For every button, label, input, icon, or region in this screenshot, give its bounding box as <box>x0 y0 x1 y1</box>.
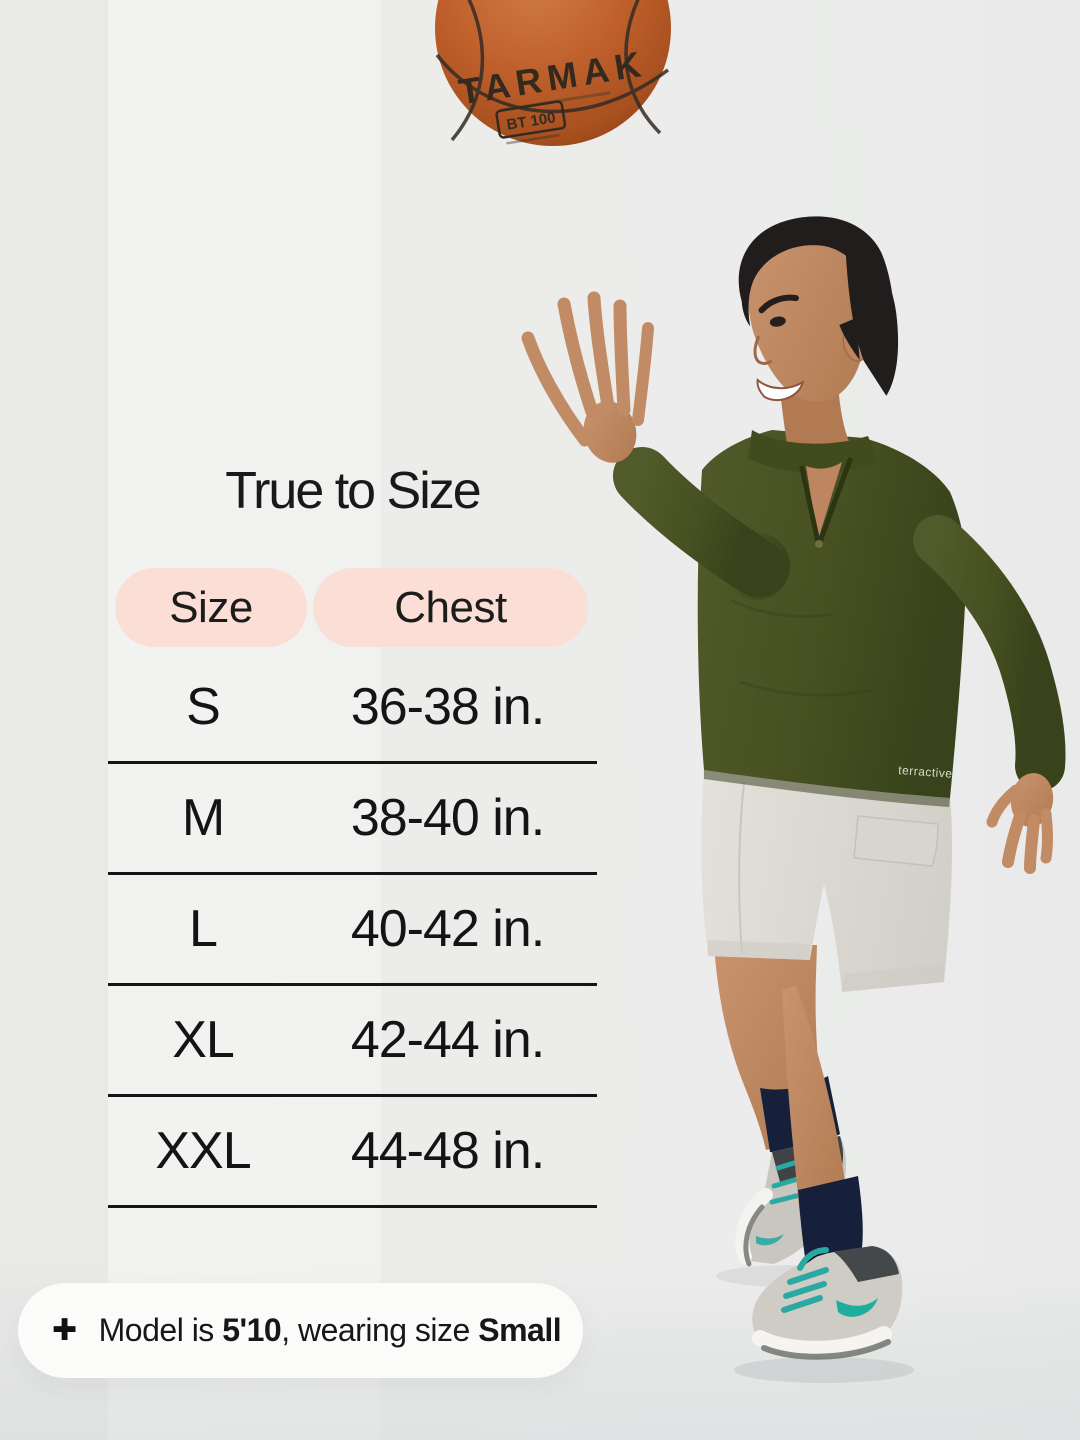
back-shoe-sole <box>735 1188 773 1264</box>
zipper-pull <box>815 540 823 548</box>
left-finger-middle <box>587 291 615 413</box>
table-row: S 36-38 in. <box>108 653 597 764</box>
sideburn <box>839 317 860 360</box>
shorts-hem-right <box>842 964 944 992</box>
model-size: Small <box>478 1312 562 1348</box>
model-height: 5'10 <box>222 1312 282 1348</box>
left-finger-ring <box>613 299 631 417</box>
left-finger-pinky <box>632 322 654 426</box>
front-shoe-midsole <box>752 1326 892 1357</box>
model-shorts <box>701 768 952 992</box>
basketball-model-badge <box>495 100 567 139</box>
model-shirt: terractive <box>697 430 967 807</box>
shorts-seam <box>738 781 745 955</box>
size-cell: L <box>189 900 218 958</box>
eye <box>769 316 786 327</box>
front-shoe-lace-1 <box>787 1267 829 1285</box>
front-shoe <box>752 1246 903 1360</box>
floor-shadow-front <box>734 1357 914 1383</box>
column-header-chest: Chest <box>313 568 588 647</box>
shirt-torso <box>697 430 967 798</box>
size-chart-header: Size Chest <box>108 568 597 647</box>
column-header-size: Size <box>115 568 307 647</box>
table-row: L 40-42 in. <box>108 875 597 986</box>
eyebrow <box>758 294 799 314</box>
zipper-right <box>817 457 853 545</box>
model-front-sock <box>798 1176 863 1264</box>
note-middle: , wearing size <box>281 1312 479 1348</box>
size-cell: XL <box>172 1011 235 1069</box>
model-info-note: ✚ Model is 5'10, wearing size Small <box>18 1283 583 1378</box>
basketball-seam-right <box>624 0 662 135</box>
shirt-collar <box>748 430 878 548</box>
hair-back <box>845 242 899 396</box>
front-shoe-lace-2 <box>783 1281 827 1299</box>
right-finger-1 <box>1002 810 1026 868</box>
chest-cell: 38-40 in. <box>350 789 545 847</box>
back-shoe-outsole <box>743 1204 765 1267</box>
model-raised-hand <box>521 291 654 463</box>
note-prefix: Model is <box>98 1312 223 1348</box>
zipper-left <box>799 465 821 545</box>
model-front-leg <box>782 985 848 1216</box>
shirt-wrinkle-2 <box>739 680 873 697</box>
table-row: XXL 44-48 in. <box>108 1097 597 1208</box>
back-shoe-swoosh <box>756 1234 784 1246</box>
size-chart: Size Chest S 36-38 in. M 38-40 in. L 40-… <box>108 568 597 1208</box>
left-thumb <box>521 331 592 447</box>
size-chart-rows: S 36-38 in. M 38-40 in. L 40-42 in. XL 4… <box>108 653 597 1208</box>
front-shoe-outsole <box>761 1339 891 1360</box>
left-palm <box>583 401 637 463</box>
chest-cell: 40-42 in. <box>350 900 545 958</box>
size-cell: XXL <box>155 1122 251 1180</box>
model-info-text: Model is 5'10, wearing size Small <box>98 1312 562 1349</box>
collar-stand <box>748 430 878 473</box>
shorts-hem-left <box>708 940 810 960</box>
model-right-arm-sleeve <box>913 515 1066 791</box>
basketball-model-small-print <box>506 133 560 145</box>
face <box>747 238 866 402</box>
front-shoe-collar <box>834 1246 899 1282</box>
front-shoe-lace-3 <box>781 1295 823 1313</box>
size-cell: M <box>181 789 225 847</box>
chest-cell: 42-44 in. <box>350 1011 545 1069</box>
basketball: TARMAK BT 100 <box>435 0 671 146</box>
nose <box>753 335 773 365</box>
model: terractive <box>521 216 1066 1383</box>
basketball-seam-horizontal <box>435 53 670 114</box>
basketball-seam-left <box>450 0 485 142</box>
model-neck <box>780 384 852 462</box>
right-finger-2 <box>1024 814 1040 874</box>
front-shoe-swoosh <box>836 1298 878 1317</box>
model-right-hand <box>986 773 1054 874</box>
smile <box>756 378 805 402</box>
table-row: XL 42-44 in. <box>108 986 597 1097</box>
chest-cell: 44-48 in. <box>350 1122 545 1180</box>
front-shoe-lace-loop <box>797 1247 829 1271</box>
shorts-pocket-flap <box>853 815 939 867</box>
shirt-wrinkle-1 <box>729 598 833 618</box>
shirt-hem-shadow <box>704 770 950 807</box>
model-raised-arm-sleeve <box>613 447 786 597</box>
basketball-body <box>435 0 671 146</box>
left-finger-index <box>557 297 599 419</box>
chest-cell: 36-38 in. <box>350 678 545 736</box>
right-thumb <box>986 784 1022 828</box>
table-row: M 38-40 in. <box>108 764 597 875</box>
plus-icon: ✚ <box>52 1313 77 1347</box>
page-title: True to Size <box>225 462 481 520</box>
right-finger-3 <box>1040 808 1053 864</box>
size-cell: S <box>186 678 221 736</box>
model-head <box>738 216 899 402</box>
shirt-logo-text: terractive <box>898 763 953 781</box>
